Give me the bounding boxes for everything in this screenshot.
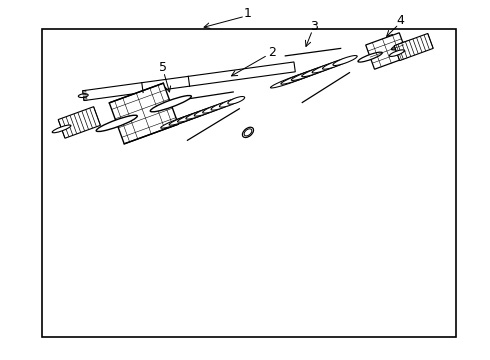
Ellipse shape (203, 103, 228, 113)
Ellipse shape (52, 125, 71, 133)
Ellipse shape (169, 111, 205, 125)
Ellipse shape (177, 109, 211, 122)
Ellipse shape (312, 60, 344, 73)
Ellipse shape (281, 68, 324, 84)
Ellipse shape (150, 95, 192, 112)
Ellipse shape (161, 113, 200, 128)
Ellipse shape (244, 129, 252, 136)
Ellipse shape (333, 55, 357, 66)
Polygon shape (109, 83, 178, 144)
Ellipse shape (390, 50, 404, 57)
Ellipse shape (302, 63, 337, 77)
Text: 5: 5 (159, 61, 167, 75)
Ellipse shape (358, 52, 382, 62)
Ellipse shape (228, 96, 245, 104)
Ellipse shape (194, 105, 222, 116)
Polygon shape (394, 33, 433, 60)
Ellipse shape (220, 99, 239, 107)
Polygon shape (83, 62, 295, 100)
Ellipse shape (186, 107, 217, 119)
Ellipse shape (291, 66, 330, 81)
Ellipse shape (211, 101, 234, 110)
Ellipse shape (392, 40, 416, 50)
Bar (42, 29, 456, 337)
Text: 4: 4 (397, 14, 405, 27)
Ellipse shape (322, 58, 350, 69)
Text: 3: 3 (311, 20, 319, 33)
Text: 1: 1 (244, 7, 252, 20)
Ellipse shape (78, 94, 88, 98)
Polygon shape (366, 33, 408, 69)
Polygon shape (58, 107, 100, 138)
Ellipse shape (270, 71, 317, 88)
Text: 2: 2 (268, 46, 276, 59)
Ellipse shape (243, 127, 253, 138)
Ellipse shape (96, 115, 137, 131)
